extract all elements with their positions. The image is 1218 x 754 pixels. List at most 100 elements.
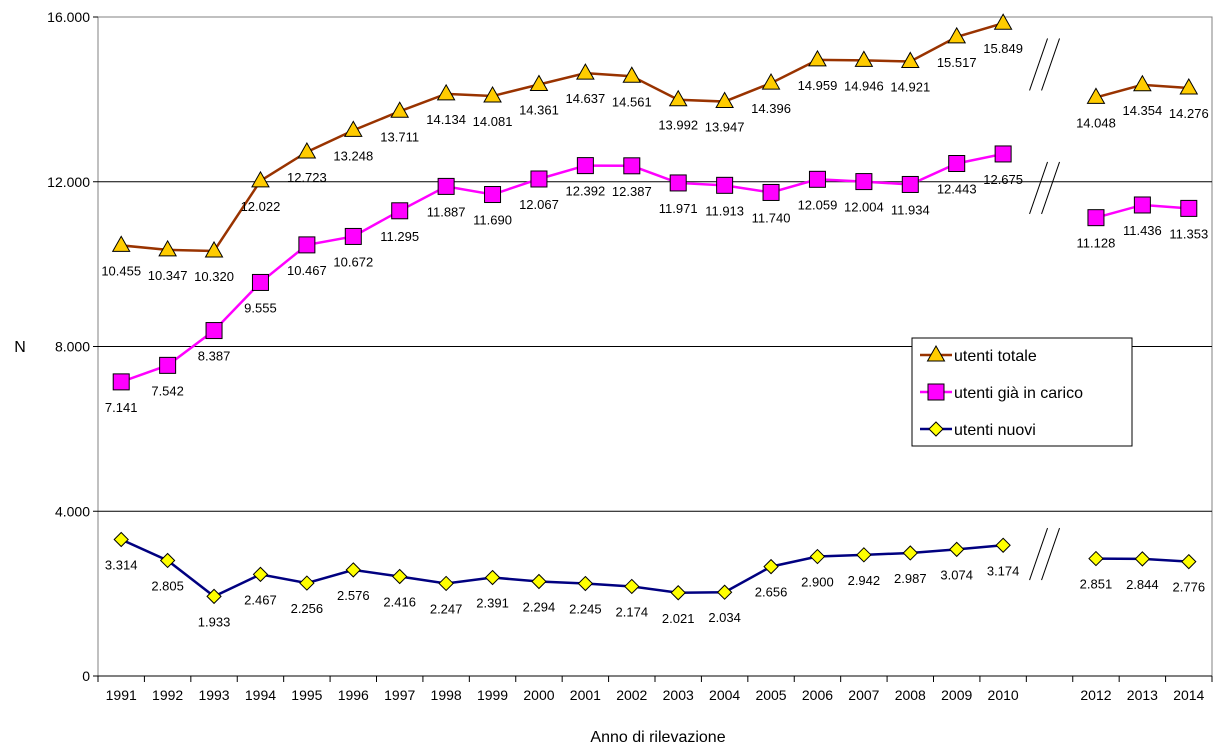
x-tick-label: 1992 (152, 687, 183, 703)
y-axis-ticks: 0 4.000 8.000 12.000 16.000 (47, 9, 98, 684)
data-labels: 10.455 10.347 10.320 12.022 12.723 13.248 13.7… (101, 41, 1208, 629)
square-marker (762, 183, 780, 201)
x-tick-label: 2006 (802, 687, 833, 703)
diamond-marker (763, 558, 779, 575)
square-marker (808, 170, 826, 188)
data-label: 11.690 (473, 213, 512, 228)
axis-break-marks (1029, 38, 1061, 581)
data-label: 12.392 (565, 184, 605, 199)
y-tick-label: 4.000 (55, 503, 90, 519)
square-marker (994, 145, 1012, 163)
data-label: 2.245 (569, 602, 602, 617)
data-label: 2.851 (1080, 577, 1113, 592)
x-tick-label: 2004 (709, 687, 740, 703)
square-marker (716, 176, 734, 194)
triangle-marker (900, 51, 920, 68)
triangle-marker (761, 73, 781, 90)
legend-entry: utenti già in carico (954, 385, 1083, 402)
triangle-marker (251, 170, 270, 188)
x-tick-label: 2013 (1127, 687, 1158, 703)
data-label: 14.637 (565, 91, 605, 106)
x-tick-label: 2003 (663, 687, 694, 703)
series-line (121, 22, 1004, 253)
data-label: 3.074 (940, 567, 973, 582)
data-label: 2.900 (801, 575, 834, 590)
data-label: 12.387 (612, 184, 652, 199)
x-tick-label: 2010 (988, 687, 1019, 703)
square-marker (669, 174, 687, 192)
square-marker (298, 236, 316, 254)
square-marker (1133, 196, 1151, 214)
data-label: 13.992 (658, 118, 698, 133)
data-label: 11.971 (659, 201, 698, 216)
data-label: 12.067 (519, 197, 559, 212)
diamond-marker (856, 547, 872, 563)
square-marker (530, 170, 548, 188)
triangle-marker (993, 13, 1013, 30)
data-label: 10.455 (101, 263, 141, 278)
diamond-marker (902, 545, 918, 561)
data-label: 11.128 (1077, 236, 1116, 251)
x-tick-label: 1998 (431, 687, 462, 703)
diamond-marker (928, 421, 944, 437)
triangle-marker (926, 344, 946, 362)
data-label: 2.391 (476, 596, 509, 611)
data-label: 14.081 (473, 114, 513, 129)
y-tick-label: 8.000 (55, 339, 90, 355)
data-label: 3.174 (987, 563, 1020, 578)
data-label: 2.467 (244, 592, 277, 607)
data-label: 14.276 (1169, 106, 1209, 121)
data-label: 2.942 (848, 573, 881, 588)
x-tick-label: 1997 (384, 687, 415, 703)
diamond-marker (716, 584, 733, 600)
data-label: 12.723 (287, 170, 327, 185)
triangle-marker (204, 240, 224, 258)
data-label: 14.361 (519, 103, 559, 118)
x-tick-label: 1993 (198, 687, 229, 703)
x-tick-label: 2005 (755, 687, 786, 703)
data-label: 10.347 (148, 268, 188, 283)
data-label: 13.711 (380, 129, 419, 144)
data-label: 15.849 (983, 41, 1023, 56)
data-label: 12.059 (798, 197, 838, 212)
diamond-marker (809, 548, 826, 565)
data-label: 14.946 (844, 78, 884, 93)
x-axis-title: Anno di rilevazione (590, 729, 725, 746)
data-label: 2.174 (616, 604, 649, 619)
triangle-marker (668, 89, 688, 107)
data-label: 11.887 (427, 204, 466, 219)
data-label: 13.248 (333, 148, 373, 163)
diamond-marker (392, 568, 408, 585)
diamond-marker (1134, 551, 1151, 567)
square-marker (437, 177, 455, 195)
y-tick-label: 12.000 (47, 174, 90, 190)
x-tick-label: 2002 (616, 687, 647, 703)
break-mark (1041, 527, 1061, 581)
data-label: 11.353 (1169, 226, 1208, 241)
diamond-marker (670, 585, 686, 601)
square-marker (205, 322, 223, 340)
x-tick-label: 2001 (570, 687, 601, 703)
data-label: 14.561 (612, 94, 652, 109)
data-label: 2.844 (1126, 577, 1159, 592)
square-marker (1180, 199, 1198, 217)
data-label: 14.396 (751, 101, 791, 116)
triangle-marker (1086, 87, 1106, 104)
data-label: 13.947 (705, 120, 745, 135)
triangle-marker (390, 101, 410, 118)
break-mark (1029, 527, 1049, 581)
triangle-marker (111, 235, 131, 252)
data-label: 2.805 (151, 578, 184, 593)
x-tick-label: 2000 (523, 687, 554, 703)
square-marker (901, 175, 919, 193)
data-label: 10.467 (287, 263, 327, 278)
data-label: 2.416 (383, 594, 416, 609)
data-label: 12.443 (937, 182, 977, 197)
data-label: 2.256 (291, 601, 324, 616)
x-tick-label: 1996 (338, 687, 369, 703)
triangle-marker (1179, 77, 1199, 95)
diamond-marker (1088, 550, 1104, 567)
legend-entry: utenti totale (954, 348, 1037, 365)
square-marker (576, 157, 594, 175)
data-label: 7.542 (151, 383, 184, 398)
